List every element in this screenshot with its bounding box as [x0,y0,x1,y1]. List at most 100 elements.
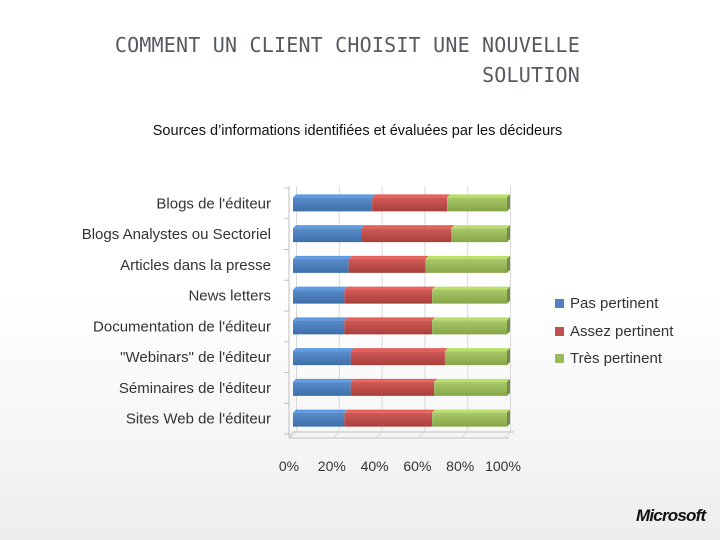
chart-bar-top [344,286,436,290]
chart-bar-row [293,378,510,396]
chart-bar-row [293,225,510,243]
chart-bar-row [293,348,510,366]
chart-bar-top [344,317,436,321]
microsoft-logo: Microsoft [636,506,706,525]
chart-bar-row [293,317,510,335]
chart-bar-top [348,255,429,259]
chart-legend: Pas pertinent Assez pertinent Très pertine… [555,290,715,373]
chart-category-label: Blogs de l'éditeur [156,195,271,212]
chart-bar [293,381,351,396]
chart-x-tick-label: 40% [361,458,389,474]
chart-bar [451,228,507,243]
chart-bar-top [293,225,365,229]
chart-bar [434,381,507,396]
chart-bar-top [451,225,510,229]
chart-gridline-floor [289,431,297,439]
chart-gridline-floor [418,431,426,439]
chart-bar-top [372,194,451,198]
chart-bar-top [432,286,510,290]
chart-category-label: Sites Web de l'éditeur [126,411,271,428]
chart-bar [444,351,507,366]
chart-bar-row [293,409,510,427]
legend-item: Très pertinent [555,345,715,373]
chart-bar [293,258,349,273]
chart-x-tick-label: 80% [446,458,474,474]
chart-bar [361,228,452,243]
chart-category-label: News letters [188,288,271,305]
legend-item: Assez pertinent [555,318,715,346]
chart-category-label: Blogs Analystes ou Sectoriel [82,226,271,243]
chart-bar-row [293,286,510,304]
legend-item: Pas pertinent [555,290,715,318]
chart-category-label: "Webinars" de l'éditeur [120,349,271,366]
chart-bar [350,351,445,366]
chart-floor-edge [288,431,514,439]
chart-bar-side [507,225,510,243]
chart-bar-top [432,317,510,321]
chart-bar-top [293,255,352,259]
chart-bar-side [507,255,510,273]
chart-bar-top [447,194,510,198]
chart-bar [447,197,507,212]
chart-category-label: Articles dans la presse [120,257,271,274]
legend-label: Très pertinent [570,350,662,368]
chart-bars [293,194,510,427]
chart-bar-top [293,409,348,413]
chart-bar-top [350,378,438,382]
chart-bar [348,258,426,273]
chart-bar-top [350,348,448,352]
chart-bar-top [432,409,510,413]
slide-title: COMMENT UN CLIENT CHOISIT UNE NOUVELLE S… [60,30,580,90]
chart-gridline-floor [503,431,511,439]
chart-bar-side [507,194,510,212]
chart-bar [293,228,362,243]
legend-label: Assez pertinent [570,322,674,340]
chart-gridline-floor [332,431,340,439]
chart-bar [432,289,507,304]
chart-bar [350,381,435,396]
chart-category-label: Documentation de l'éditeur [93,318,271,335]
chart-x-tick-label: 100% [485,458,521,474]
chart-bar-side [507,317,510,335]
chart-bar [425,258,507,273]
chart-bar-side [507,409,510,427]
chart-frame-top [293,184,514,188]
chart-bar-top [293,317,348,321]
chart-bar-top [434,378,510,382]
chart-x-tick-labels: 0% 20% 40% 60% 80% 100% [279,458,521,474]
legend-swatch [555,326,564,336]
legend-swatch [555,299,564,309]
slide-title-line-2: SOLUTION [482,63,580,87]
chart-bar-top [293,378,354,382]
chart-category-label: Séminaires de l'éditeur [119,380,271,397]
chart-bar [293,320,345,335]
chart-bar [432,320,507,335]
chart-bar [293,351,351,366]
chart-category-labels: Blogs de l'éditeur Blogs Analystes ou Sec… [82,187,289,435]
chart-x-tick-label: 0% [279,458,299,474]
chart-subtitle: Sources d’informations identifiées et év… [152,123,563,139]
chart-bar [344,289,433,304]
chart-gridline-floor [375,431,383,439]
chart-bar-top [293,286,348,290]
chart-x-tick-label: 60% [403,458,431,474]
chart-bar [293,289,345,304]
chart-bar-top [344,409,436,413]
chart-bar [344,320,433,335]
chart-bar-top [293,194,376,198]
chart-bar-top [361,225,455,229]
chart-bar-side [507,348,510,366]
chart-gridlines [289,186,511,439]
chart-bar [372,197,448,212]
legend-label: Pas pertinent [570,295,659,313]
chart-x-tick-label: 20% [318,458,346,474]
slide-title-line-1: COMMENT UN CLIENT CHOISIT UNE NOUVELLE [114,33,580,57]
chart-bar [432,412,507,427]
chart-bar [293,197,373,212]
legend-swatch [555,354,564,364]
chart-bar-top [444,348,510,352]
chart-bar-row [293,194,510,212]
chart-bar-side [507,286,510,304]
